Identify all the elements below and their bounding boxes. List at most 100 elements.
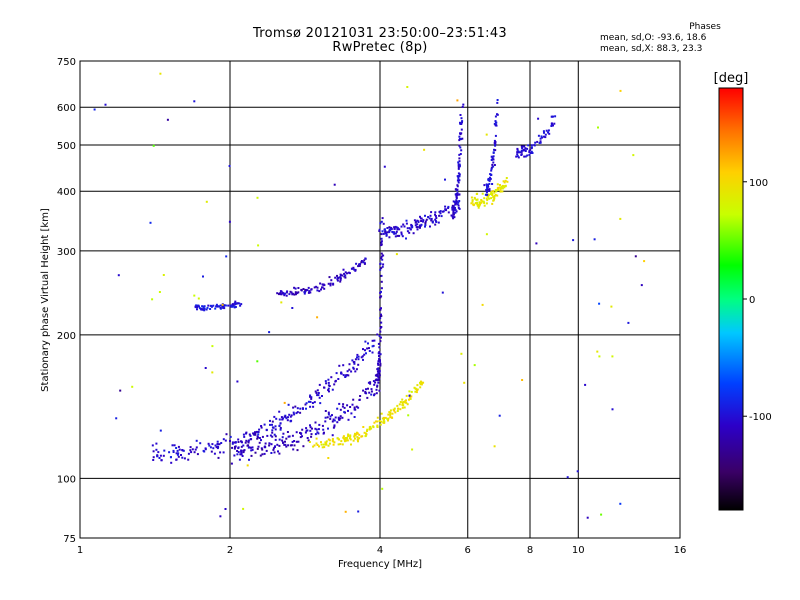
- data-point: [520, 150, 523, 153]
- data-point: [434, 215, 437, 217]
- data-point: [257, 436, 259, 439]
- data-point: [261, 435, 264, 438]
- data-point: [397, 407, 400, 410]
- data-point: [530, 147, 533, 150]
- data-point: [382, 222, 385, 225]
- data-point: [552, 124, 554, 127]
- data-point: [405, 401, 408, 404]
- data-point: [419, 381, 421, 384]
- data-point: [327, 387, 330, 390]
- data-point: [315, 428, 318, 431]
- data-point: [250, 449, 253, 452]
- data-point: [386, 418, 389, 421]
- data-point: [331, 439, 334, 442]
- data-point: [438, 210, 441, 213]
- data-point: [427, 216, 430, 218]
- data-point: [600, 513, 603, 516]
- data-point: [444, 205, 447, 208]
- data-point: [458, 207, 461, 210]
- data-point: [293, 440, 296, 442]
- data-point: [405, 399, 407, 402]
- data-point: [378, 374, 381, 377]
- data-point: [346, 272, 348, 275]
- data-point: [232, 303, 234, 306]
- data-point: [248, 433, 251, 436]
- data-point: [537, 134, 540, 137]
- x-tick-label: 8: [527, 545, 533, 556]
- data-point: [389, 229, 392, 232]
- data-point: [566, 476, 569, 479]
- data-point: [368, 427, 371, 430]
- data-point: [237, 451, 240, 453]
- data-point: [294, 287, 297, 290]
- data-point: [481, 192, 484, 195]
- data-point: [515, 155, 518, 158]
- data-point: [366, 430, 368, 432]
- data-point: [415, 226, 418, 229]
- data-point: [494, 193, 497, 196]
- data-point: [543, 131, 545, 134]
- data-point: [496, 188, 499, 191]
- data-point: [321, 286, 324, 289]
- data-point: [478, 205, 481, 207]
- data-point: [309, 400, 312, 403]
- data-point: [182, 449, 185, 452]
- data-point: [378, 371, 381, 374]
- data-point: [360, 261, 363, 264]
- data-point: [487, 178, 490, 181]
- data-point: [502, 185, 505, 188]
- data-point: [444, 208, 447, 211]
- data-point: [535, 242, 538, 245]
- data-point: [249, 434, 252, 437]
- data-point: [360, 260, 363, 262]
- data-point: [520, 149, 523, 152]
- data-point: [313, 444, 316, 447]
- data-point: [496, 113, 498, 116]
- data-point: [187, 452, 190, 455]
- data-point: [528, 151, 531, 153]
- data-point: [358, 398, 361, 401]
- data-point: [493, 191, 496, 194]
- data-point: [204, 448, 207, 451]
- data-point: [271, 435, 274, 438]
- data-point: [396, 410, 399, 412]
- data-point: [353, 362, 356, 365]
- data-point: [419, 386, 422, 389]
- data-point: [490, 197, 493, 200]
- data-point: [237, 441, 240, 443]
- colorbar-tick-label: 100: [749, 178, 768, 189]
- data-point: [315, 285, 318, 288]
- data-point: [199, 442, 202, 445]
- data-point: [324, 380, 327, 383]
- x-tick-label: 16: [674, 545, 687, 556]
- data-point: [376, 385, 379, 388]
- data-point: [358, 265, 361, 267]
- data-point: [376, 370, 379, 373]
- data-point: [491, 163, 494, 166]
- data-point: [223, 307, 226, 310]
- data-point: [454, 203, 457, 206]
- data-point: [373, 394, 375, 397]
- grid-lines: [80, 61, 680, 538]
- data-point: [458, 135, 461, 138]
- data-point: [181, 449, 184, 452]
- data-point: [293, 286, 296, 289]
- data-point: [453, 208, 455, 211]
- data-point: [361, 355, 364, 358]
- data-point: [177, 445, 180, 448]
- data-point: [252, 432, 255, 435]
- data-point: [471, 199, 474, 202]
- data-point: [495, 121, 498, 124]
- data-point: [379, 317, 382, 320]
- data-point: [350, 370, 353, 373]
- data-point: [189, 449, 192, 452]
- data-point: [236, 302, 239, 305]
- data-point: [368, 426, 371, 429]
- data-point: [196, 304, 199, 307]
- data-point: [328, 439, 331, 442]
- data-point: [327, 427, 329, 430]
- data-point: [227, 304, 230, 307]
- data-point: [459, 121, 461, 124]
- data-point: [494, 124, 497, 127]
- data-point: [231, 441, 234, 444]
